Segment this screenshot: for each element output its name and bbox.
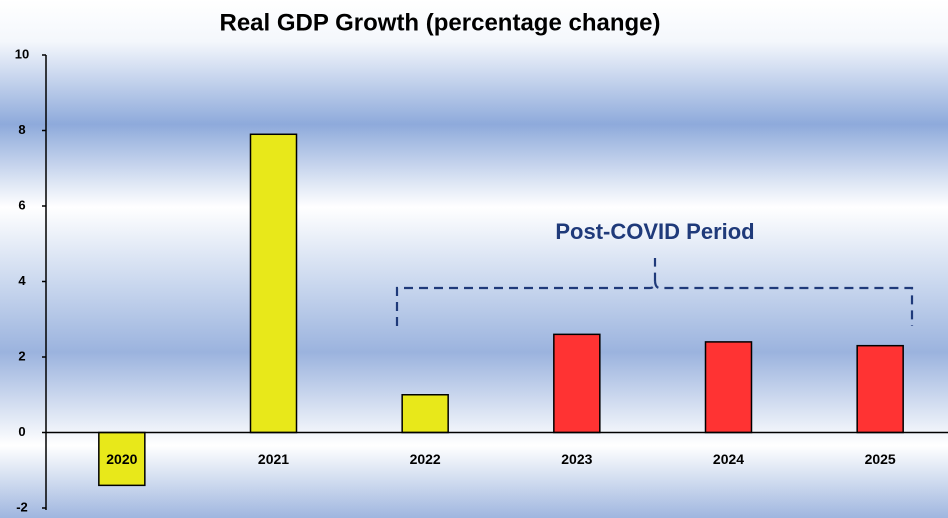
bar [704, 341, 753, 434]
x-tick-label: 2022 [410, 451, 441, 467]
chart-title: Real GDP Growth (percentage change) [220, 9, 661, 36]
x-tick-label: 2020 [106, 451, 137, 467]
annotation: Post-COVID Period [555, 219, 754, 244]
y-tick-label: -2 [16, 499, 28, 514]
bar [553, 333, 601, 434]
y-tick-label: 10 [15, 46, 29, 61]
x-tick-label: 2024 [713, 451, 744, 467]
bar [401, 394, 449, 434]
x-tick-label: 2023 [561, 451, 592, 467]
y-tick-label: 6 [18, 197, 25, 212]
bar [98, 431, 146, 487]
y-tick-label: 2 [18, 348, 25, 363]
y-tick-label: 0 [18, 424, 25, 439]
bracket [395, 258, 914, 326]
bar [249, 133, 298, 434]
y-tick-label: 4 [18, 273, 26, 288]
x-tick-label: 2021 [258, 451, 289, 467]
y-tick-label: 8 [18, 122, 25, 137]
bar [856, 344, 904, 434]
x-tick-label: 2025 [865, 451, 896, 467]
